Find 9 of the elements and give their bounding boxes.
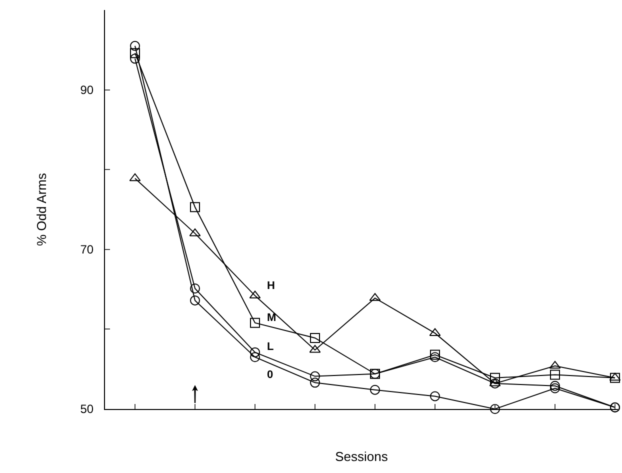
y-axis-title: % Odd Arms (34, 172, 50, 246)
series-label: 0 (267, 369, 274, 381)
series-label: M (267, 312, 276, 324)
x-axis-title: Sessions (335, 449, 388, 464)
series-label: L (267, 341, 274, 353)
series-label: H (267, 280, 275, 292)
y-tick-label: 70 (80, 242, 94, 257)
y-tick-label: 50 (80, 402, 94, 416)
y-tick-label: 90 (80, 83, 94, 97)
